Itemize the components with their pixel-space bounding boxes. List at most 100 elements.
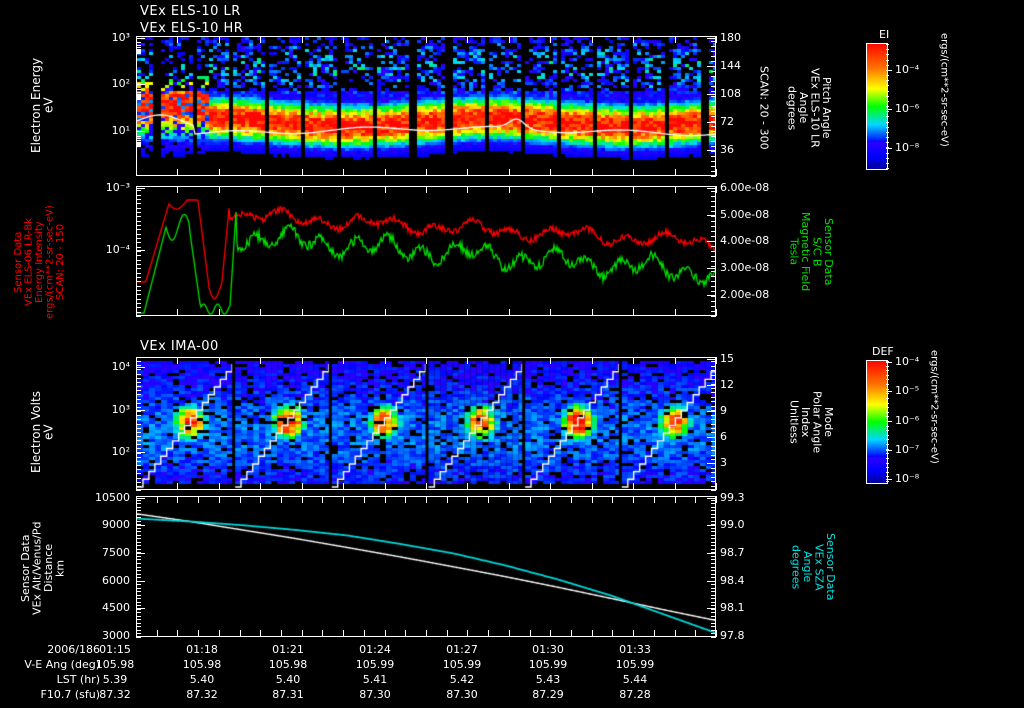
time-table-cell: 87.30	[446, 688, 478, 701]
tick-mark	[711, 291, 716, 292]
tick-mark	[343, 169, 344, 176]
tick-mark	[136, 98, 141, 99]
tick-mark	[343, 36, 344, 43]
tick-mark	[136, 250, 145, 251]
tick-mark	[716, 630, 717, 637]
tick-mark	[260, 496, 261, 503]
axis-tick-label: 98.7	[720, 546, 745, 559]
axis-tick-label: 12	[720, 378, 734, 391]
tick-mark	[654, 496, 655, 503]
tick-mark	[711, 221, 716, 222]
tick-mark	[136, 273, 141, 274]
tick-mark	[711, 545, 716, 546]
tick-mark	[886, 158, 889, 159]
tick-mark	[136, 94, 141, 95]
tick-mark	[711, 171, 716, 172]
tick-mark	[136, 286, 141, 287]
tick-mark	[136, 378, 141, 379]
panel3-left-axis-label: Electron Volts eV	[29, 391, 56, 473]
tick-mark	[509, 309, 510, 316]
tick-mark	[136, 307, 141, 308]
colorbar1-title: EI	[879, 28, 890, 41]
tick-mark	[136, 199, 141, 200]
tick-mark	[711, 570, 716, 571]
tick-mark	[711, 306, 716, 307]
tick-mark	[550, 357, 551, 364]
tick-mark	[711, 424, 716, 425]
axis-tick-label: 3.00e-08	[720, 261, 770, 274]
time-table-cell: 87.29	[532, 688, 564, 701]
tick-mark	[467, 630, 468, 637]
tick-mark	[886, 54, 889, 55]
tick-mark	[711, 51, 716, 52]
tick-mark	[509, 357, 510, 364]
tick-mark	[711, 455, 716, 456]
tick-mark	[136, 390, 141, 391]
tick-mark	[136, 146, 141, 147]
tick-mark	[886, 148, 892, 149]
panel2-plot-area	[136, 186, 716, 316]
tick-mark	[707, 150, 716, 151]
axis-tick-label: 9000	[102, 518, 130, 531]
tick-mark	[198, 630, 199, 637]
tick-mark	[136, 142, 141, 143]
tick-mark	[711, 146, 716, 147]
tick-mark	[711, 542, 716, 543]
tick-mark	[136, 316, 141, 317]
tick-mark	[426, 630, 427, 637]
tick-mark	[136, 538, 141, 539]
tick-mark	[592, 309, 593, 316]
tick-mark	[136, 299, 141, 300]
tick-mark	[711, 76, 716, 77]
time-table-row-label: V-E Ang (deg)	[24, 658, 100, 671]
tick-mark	[467, 169, 468, 176]
tick-mark	[711, 361, 716, 362]
tick-mark	[136, 598, 141, 599]
tick-mark	[136, 247, 141, 248]
tick-mark	[886, 109, 892, 110]
tick-mark	[550, 186, 551, 193]
tick-mark	[711, 379, 716, 380]
tick-mark	[136, 623, 141, 624]
tick-mark	[886, 449, 889, 450]
tick-mark	[136, 436, 141, 437]
tick-mark	[136, 584, 141, 585]
tick-mark	[136, 143, 141, 144]
tick-mark	[886, 362, 892, 363]
tick-mark	[136, 581, 141, 582]
tick-mark	[509, 186, 510, 193]
tick-mark	[136, 238, 141, 239]
tick-mark	[711, 549, 716, 550]
tick-mark	[633, 496, 634, 503]
tick-mark	[136, 619, 141, 620]
tick-mark	[711, 623, 716, 624]
tick-mark	[136, 208, 141, 209]
tick-mark	[385, 309, 386, 316]
tick-mark	[136, 195, 141, 196]
tick-mark	[302, 36, 303, 43]
tick-mark	[711, 531, 716, 532]
tick-mark	[136, 97, 141, 98]
tick-mark	[711, 486, 716, 487]
tick-mark	[886, 132, 889, 133]
tick-mark	[157, 496, 158, 503]
tick-mark	[136, 96, 141, 97]
tick-mark	[136, 229, 141, 230]
tick-mark	[136, 444, 141, 445]
tick-mark	[343, 357, 344, 364]
tick-mark	[886, 65, 889, 66]
axis-tick-label: 10⁻⁷	[895, 443, 920, 456]
tick-mark	[711, 637, 716, 638]
tick-mark	[711, 496, 716, 497]
tick-mark	[136, 424, 141, 425]
colorbar2-title: DEF	[872, 345, 894, 358]
tick-mark	[136, 399, 141, 400]
tick-mark	[136, 131, 145, 132]
tick-mark	[707, 385, 716, 386]
tick-mark	[886, 407, 889, 408]
tick-mark	[136, 251, 141, 252]
tick-mark	[177, 496, 178, 503]
tick-mark	[886, 70, 892, 71]
tick-mark	[711, 559, 716, 560]
time-table-cell: 105.99	[355, 658, 395, 671]
